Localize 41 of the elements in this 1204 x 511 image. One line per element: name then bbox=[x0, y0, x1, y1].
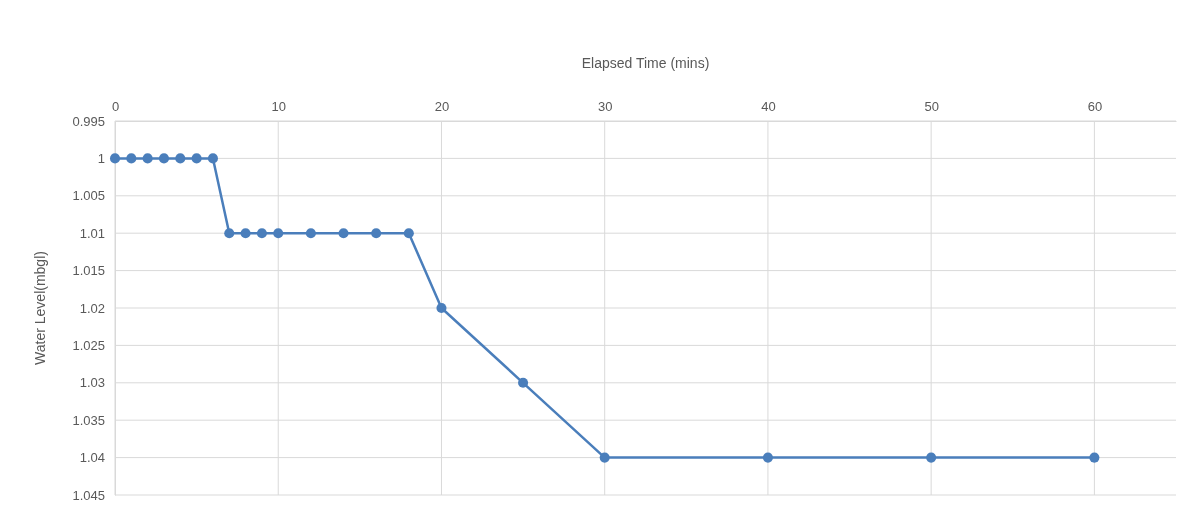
x-tick-label: 50 bbox=[924, 99, 939, 114]
y-axis-title: Water Level(mbgl) bbox=[32, 251, 48, 365]
x-tick-label: 40 bbox=[761, 99, 776, 114]
point bbox=[240, 228, 251, 239]
x-tick-label: 30 bbox=[597, 99, 613, 114]
point bbox=[403, 228, 414, 239]
y-tick-label: 1.03 bbox=[79, 375, 105, 391]
y-tick-label: 1 bbox=[97, 151, 105, 167]
y-tick-label: 1.04 bbox=[79, 450, 105, 466]
y-tick-label: 1.025 bbox=[72, 338, 105, 354]
point bbox=[142, 153, 153, 164]
point bbox=[926, 452, 937, 463]
point bbox=[518, 377, 529, 388]
x-tick-label: 0 bbox=[111, 99, 120, 114]
point bbox=[436, 302, 447, 314]
y-tick-label: 1.015 bbox=[72, 263, 105, 279]
x-tick-label: 60 bbox=[1087, 99, 1103, 114]
point bbox=[371, 228, 382, 239]
point bbox=[224, 228, 235, 239]
x-tick-label: 10 bbox=[271, 99, 286, 114]
point bbox=[599, 452, 610, 463]
point bbox=[207, 153, 218, 164]
y-tick-label: 1.01 bbox=[79, 225, 105, 241]
point bbox=[305, 228, 316, 239]
point bbox=[338, 228, 349, 239]
point bbox=[126, 153, 137, 164]
y-tick-label: 1.005 bbox=[72, 188, 105, 204]
y-tick-label: 1.035 bbox=[72, 412, 105, 428]
point bbox=[762, 452, 773, 463]
point bbox=[175, 153, 186, 164]
point bbox=[1089, 452, 1100, 463]
point bbox=[256, 228, 267, 239]
y-tick-label: 0.995 bbox=[72, 113, 105, 129]
point bbox=[109, 153, 121, 164]
x-axis-title: Elapsed Time (mins) bbox=[581, 55, 710, 71]
x-tick-label: 20 bbox=[434, 99, 450, 114]
point bbox=[191, 153, 202, 164]
y-tick-label: 1.02 bbox=[79, 300, 105, 316]
point bbox=[158, 153, 170, 164]
point bbox=[273, 228, 284, 239]
y-tick-label: 1.045 bbox=[72, 487, 105, 503]
